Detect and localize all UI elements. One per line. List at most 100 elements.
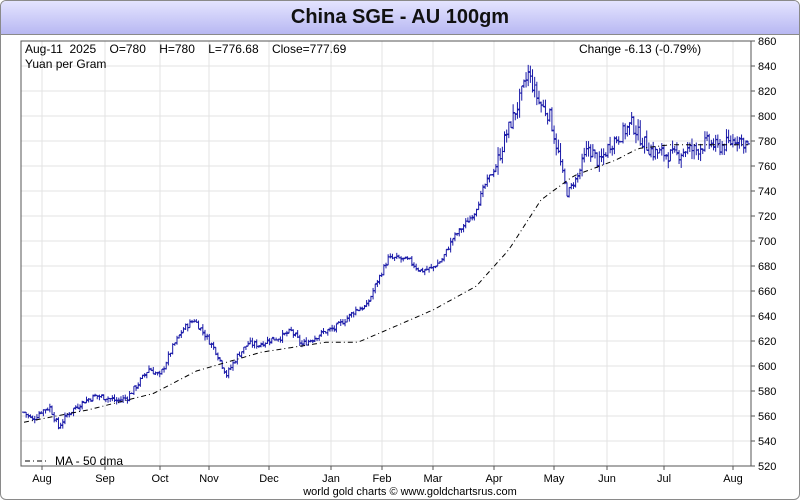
x-tick-label: Jun [598, 473, 616, 485]
price-bar [386, 254, 391, 266]
price-bar [452, 232, 457, 242]
price-bar [659, 143, 664, 156]
price-bar [627, 122, 632, 135]
price-bar [366, 299, 371, 307]
price-bar [97, 394, 102, 401]
price-bar [409, 256, 414, 267]
price-bar [720, 141, 725, 155]
quote-info: Aug-11 2025 O=780 H=780 L=776.68 Close=7… [25, 42, 347, 56]
price-bar [384, 262, 388, 269]
price-bar [243, 345, 248, 351]
x-tick-label: Oct [151, 473, 168, 485]
price-bar [532, 76, 537, 98]
price-bar [651, 141, 656, 161]
price-bar [511, 104, 516, 130]
ma-50-line [23, 144, 748, 423]
x-tick-label: Mar [424, 473, 443, 485]
price-bar [123, 394, 128, 401]
price-bar [291, 329, 296, 338]
price-bar [586, 141, 591, 157]
price-bar [302, 338, 307, 347]
y-tick-label: 860 [758, 36, 776, 48]
unit-label: Yuan per Gram [25, 57, 106, 71]
legend-ma-label: MA - 50 dma [55, 454, 123, 468]
x-tick-label: Nov [199, 473, 219, 485]
price-bar [170, 343, 175, 355]
price-bar [267, 338, 272, 346]
price-bar [325, 329, 330, 336]
price-bar [554, 133, 559, 156]
price-bar [312, 335, 317, 343]
price-bar [241, 346, 246, 354]
price-bar [502, 131, 507, 153]
price-bar [360, 306, 365, 311]
price-bar [209, 342, 214, 348]
price-bar [655, 149, 660, 159]
price-bar [144, 372, 149, 379]
x-tick-label: Feb [373, 473, 392, 485]
price-bar [334, 323, 339, 333]
price-bar [623, 123, 628, 140]
price-bar [487, 174, 492, 183]
price-bar [476, 201, 481, 211]
price-bar [43, 409, 48, 414]
price-bar [508, 121, 513, 128]
price-bar [224, 370, 229, 378]
x-axis-ticks: Aug Sep Oct Nov Dec Jan Feb Mar Apr May Jun Jul Aug [32, 466, 743, 485]
price-bar [250, 337, 255, 348]
price-bar [177, 334, 182, 339]
price-bar [571, 182, 576, 189]
price-bar [657, 147, 662, 154]
x-tick-label: Sep [95, 473, 115, 485]
price-bar [700, 148, 705, 154]
y-tick-label: 600 [758, 361, 776, 373]
chart-title: China SGE - AU 100gm [1, 1, 799, 35]
x-tick-label: May [544, 473, 565, 485]
price-bar [52, 412, 57, 423]
price-bar [463, 218, 468, 229]
price-bar [597, 151, 602, 172]
price-bar [629, 111, 634, 125]
price-bar [638, 120, 643, 146]
price-bar [67, 412, 72, 418]
x-tick-label: Aug [32, 473, 52, 485]
price-bar [636, 119, 641, 141]
price-bar [593, 149, 598, 159]
price-bar [56, 417, 61, 430]
price-bar [371, 287, 376, 300]
price-bar [485, 174, 490, 187]
price-bar [218, 357, 223, 362]
price-bar [519, 85, 524, 101]
price-bar [450, 238, 455, 246]
price-bar [181, 327, 186, 333]
price-bar [284, 330, 289, 337]
price-bar [743, 140, 748, 153]
price-bar [646, 142, 651, 155]
price-bar [590, 144, 595, 158]
price-bar [539, 101, 544, 113]
price-bar [106, 396, 111, 403]
price-bar [491, 168, 496, 178]
price-bar [698, 143, 703, 162]
price-bar [692, 144, 697, 160]
grid [21, 40, 751, 467]
price-bar [530, 69, 535, 93]
price-bar [664, 154, 669, 160]
price-bar [343, 319, 348, 327]
price-bar [203, 329, 207, 341]
price-bar [672, 145, 677, 153]
price-bar [465, 217, 470, 223]
price-bar [741, 137, 746, 154]
price-bar [724, 129, 729, 152]
price-bar [353, 306, 358, 316]
price-bar [670, 140, 675, 154]
y-axis-ticks: 520 540 560 580 600 620 640 660 680 700 720 740 760 7… [751, 36, 776, 473]
plot-border [20, 40, 752, 467]
price-bar [549, 107, 554, 132]
price-bar [159, 368, 164, 375]
y-tick-label: 560 [758, 411, 776, 423]
price-bar [399, 256, 404, 263]
price-bar [297, 334, 302, 346]
